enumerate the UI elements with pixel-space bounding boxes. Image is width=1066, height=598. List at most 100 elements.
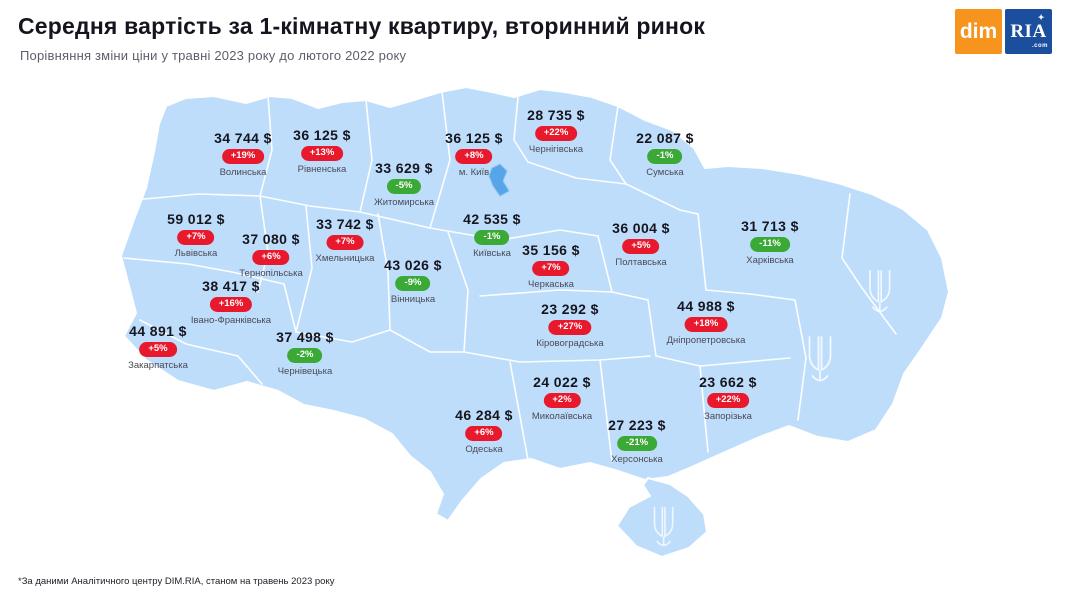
region-price: 24 022 $ [533, 374, 591, 390]
price-change-badge: +5% [139, 342, 177, 358]
price-change-badge: -2% [287, 348, 323, 364]
region-label: 28 735 $ +22% Чернігівська [527, 107, 585, 155]
price-change-badge: +18% [684, 317, 728, 333]
region-label: 31 713 $ -11% Харківська [741, 218, 799, 266]
page-title: Середня вартість за 1-кімнатну квартиру,… [18, 13, 706, 39]
price-change-badge: -11% [750, 237, 790, 253]
region-label: 36 125 $ +13% Рівненська [293, 127, 351, 175]
region-price: 37 498 $ [276, 329, 334, 345]
region-price: 23 662 $ [699, 374, 757, 390]
region-name: Полтавська [615, 256, 667, 268]
page-subtitle: Порівняння зміни ціни у травні 2023 року… [20, 47, 407, 63]
region-name: Хмельницька [315, 252, 375, 264]
region-name: Львівська [174, 247, 218, 259]
region-label: 23 662 $ +22% Запорізька [699, 374, 757, 422]
price-change-badge: +27% [548, 320, 592, 336]
region-name: Кіровоградська [536, 337, 604, 349]
region-label: 42 535 $ -1% Київська [463, 211, 521, 259]
region-name: Херсонська [611, 453, 663, 465]
region-price: 44 988 $ [677, 298, 735, 314]
region-label: 36 004 $ +5% Полтавська [612, 220, 670, 268]
region-name: Київська [473, 247, 511, 259]
region-price: 36 125 $ [445, 130, 503, 146]
region-label: 37 080 $ +6% Тернопільська [239, 231, 303, 279]
region-name: Рівненська [297, 163, 347, 175]
price-change-badge: +7% [177, 230, 215, 246]
region-name: Житомирська [373, 196, 435, 208]
region-name: м. Київ [458, 166, 490, 178]
price-change-badge: +7% [326, 235, 364, 251]
header: Середня вартість за 1-кімнатну квартиру,… [18, 13, 705, 63]
region-name: Тернопільська [239, 267, 303, 279]
price-change-badge: -1% [647, 149, 683, 165]
region-name: Дніпропетровська [666, 334, 746, 346]
region-price: 36 125 $ [293, 127, 351, 143]
price-change-badge: +19% [221, 149, 265, 165]
ria-logo-text: RIA [1010, 20, 1047, 42]
ria-star-icon: ✦ [1037, 13, 1045, 22]
price-change-badge: -21% [616, 436, 658, 452]
region-name: Черкаська [528, 278, 574, 290]
region-label: 44 891 $ +5% Закарпатська [128, 323, 188, 371]
ukraine-mainland-shape [120, 86, 950, 522]
region-name: Закарпатська [128, 359, 188, 371]
price-change-badge: +6% [252, 250, 290, 266]
kyiv-city-marker [488, 163, 510, 197]
region-name: Івано-Франківська [190, 314, 272, 326]
region-name: Чернігівська [528, 143, 584, 155]
dim-logo-text: dim [959, 19, 998, 43]
price-change-badge: +6% [465, 426, 503, 442]
region-price: 27 223 $ [608, 417, 666, 433]
region-price: 22 087 $ [636, 130, 694, 146]
region-label: 33 629 $ -5% Житомирська [373, 160, 435, 208]
price-change-badge: +22% [706, 393, 750, 409]
price-change-badge: +7% [532, 261, 570, 277]
price-change-badge: -9% [395, 276, 431, 292]
region-price: 44 891 $ [129, 323, 187, 339]
region-name: Харківська [746, 254, 794, 266]
region-price: 37 080 $ [242, 231, 300, 247]
price-change-badge: -1% [474, 230, 510, 246]
region-name: Вінницька [390, 293, 436, 305]
region-label: 34 744 $ +19% Волинська [214, 130, 272, 178]
brand-logos: dim ✦ RIA .com [955, 9, 1052, 54]
region-price: 43 026 $ [384, 257, 442, 273]
ria-logo-suffix: .com [1031, 43, 1048, 49]
region-label: 22 087 $ -1% Сумська [636, 130, 694, 178]
region-name: Чернівецька [277, 365, 333, 377]
region-price: 23 292 $ [541, 301, 599, 317]
region-label: 38 417 $ +16% Івано-Франківська [190, 278, 272, 326]
price-change-badge: +2% [543, 393, 581, 409]
region-price: 34 744 $ [214, 130, 272, 146]
region-price: 31 713 $ [741, 218, 799, 234]
region-name: Сумська [646, 166, 684, 178]
region-price: 42 535 $ [463, 211, 521, 227]
region-name: Одеська [465, 443, 503, 455]
region-price: 33 629 $ [375, 160, 433, 176]
tryzub-icon [808, 336, 832, 382]
tryzub-icon [869, 269, 891, 313]
region-label: 59 012 $ +7% Львівська [167, 211, 225, 259]
region-price: 38 417 $ [202, 278, 260, 294]
region-price: 36 004 $ [612, 220, 670, 236]
region-label: 43 026 $ -9% Вінницька [384, 257, 442, 305]
tryzub-icon [653, 506, 674, 547]
price-change-badge: +8% [455, 149, 493, 165]
region-label: 23 292 $ +27% Кіровоградська [536, 301, 604, 349]
region-label: 33 742 $ +7% Хмельницька [315, 216, 375, 264]
price-change-badge: -5% [386, 179, 422, 195]
price-change-badge: +5% [622, 239, 660, 255]
region-label: 44 988 $ +18% Дніпропетровська [666, 298, 746, 346]
price-change-badge: +22% [534, 126, 578, 142]
region-label: 35 156 $ +7% Черкаська [522, 242, 580, 290]
dim-logo: dim [955, 9, 1002, 54]
region-price: 46 284 $ [455, 407, 513, 423]
region-label: 37 498 $ -2% Чернівецька [276, 329, 334, 377]
region-label: 24 022 $ +2% Миколаївська [532, 374, 592, 422]
region-price: 28 735 $ [527, 107, 585, 123]
price-change-badge: +13% [300, 146, 344, 162]
region-label: 46 284 $ +6% Одеська [455, 407, 513, 455]
